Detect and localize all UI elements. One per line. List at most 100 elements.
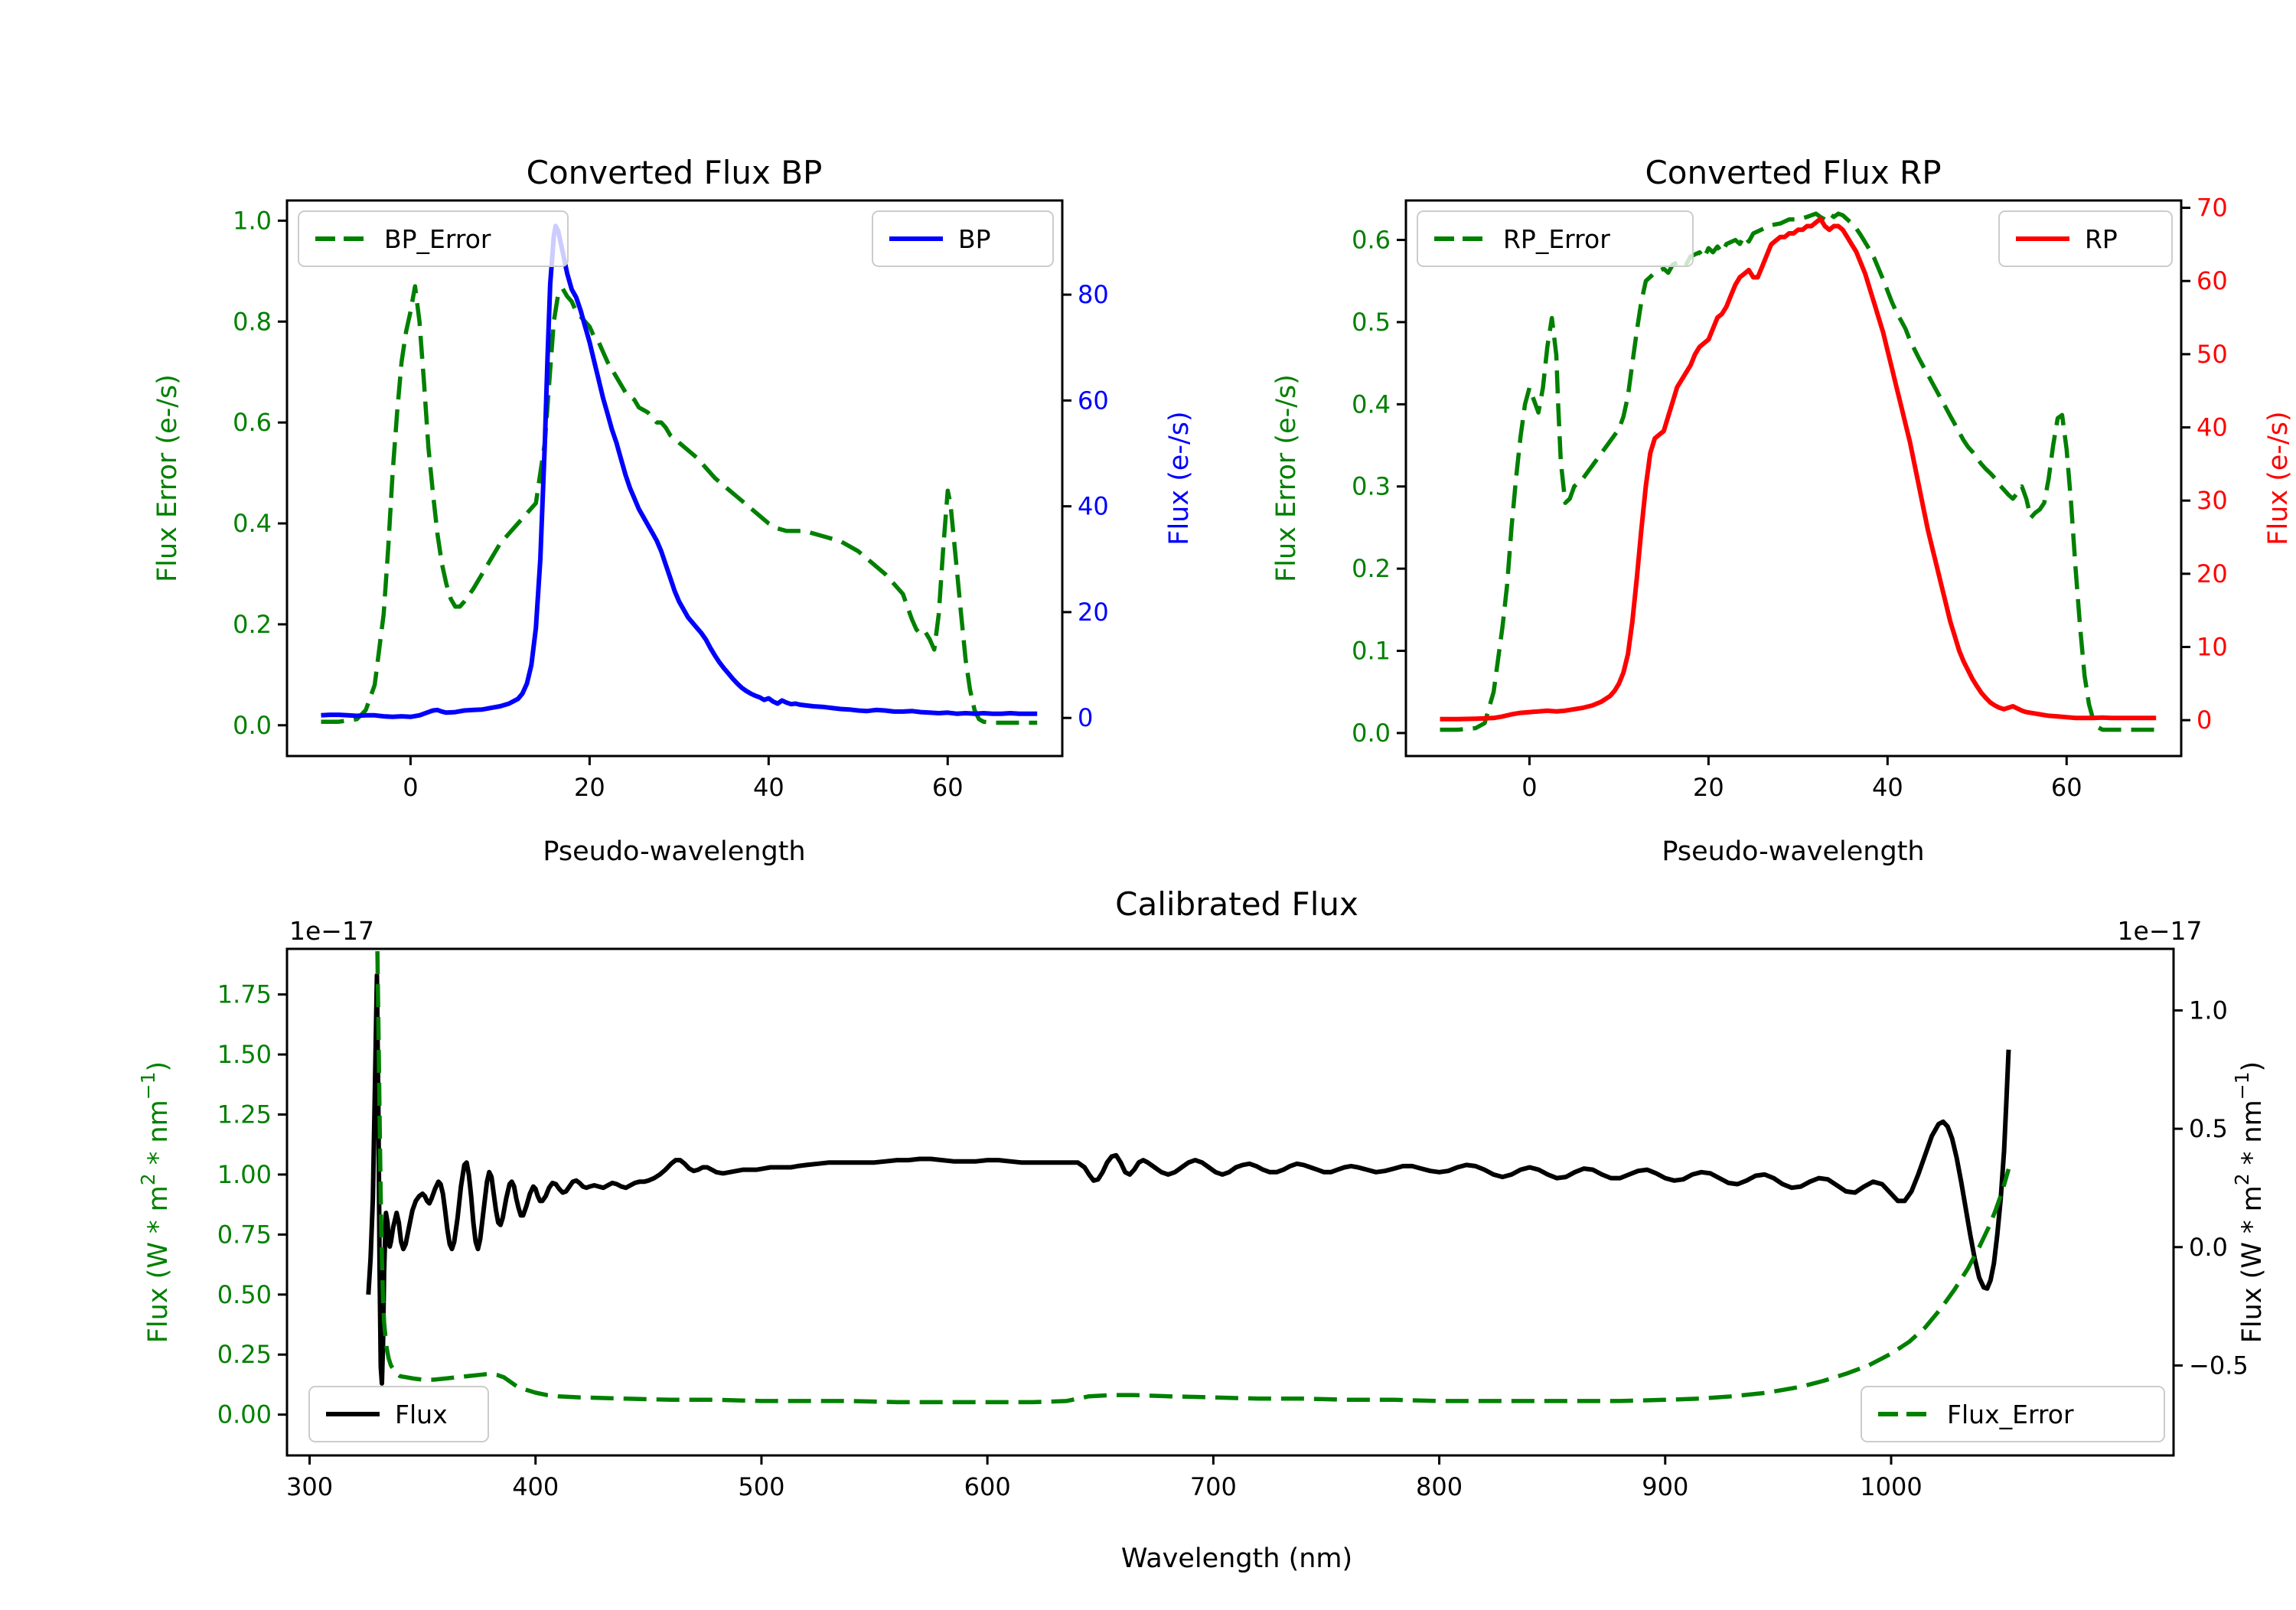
x-tick-label: 60 (932, 773, 964, 802)
y-axis-label-segment: −1 (137, 1071, 159, 1100)
y-tick-label-left: 0.8 (233, 307, 272, 336)
x-axis-label: Pseudo-wavelength (543, 836, 805, 867)
legend-label: Flux_Error (1947, 1400, 2074, 1429)
x-tick-label: 0 (1521, 773, 1537, 802)
legend-Flux_Error: Flux_Error (1861, 1386, 2165, 1442)
y-tick-label-right: 50 (2197, 340, 2228, 369)
y-tick-label-left: 0.00 (217, 1400, 272, 1429)
x-tick-label: 500 (738, 1472, 784, 1501)
y-axis-label-right: Flux (e-/s) (2263, 411, 2294, 545)
series-line-BP_Error (321, 284, 1038, 725)
legend-Flux: Flux (308, 1386, 489, 1442)
legend-box (298, 210, 569, 267)
y-tick-label-right: 70 (2197, 194, 2228, 223)
x-axis-label: Wavelength (nm) (1121, 1543, 1352, 1574)
y-tick-label-right: 1.0 (2189, 996, 2228, 1025)
axes-frame (1404, 199, 2183, 758)
y-tick-label-right: −0.5 (2189, 1351, 2249, 1380)
y-tick-label-right: 0.0 (2189, 1233, 2228, 1262)
y-tick-label-left: 1.50 (217, 1040, 272, 1069)
y-tick-label-right: 20 (1078, 598, 1109, 627)
series-line-Flux (366, 973, 2011, 1386)
legend-RP: RP (1998, 210, 2173, 267)
plot-converted-flux-bp: 0 20 40 60 0.0 0.2 0.4 0.6 0.8 1.0 Flux Error (e-/… (152, 154, 1195, 867)
plot-calibrated-flux: 300 400 500 600 700 800 900 1000 0.00 0.25 0.50 0.7… (137, 885, 2268, 1574)
y-tick-label-left: 0.0 (1352, 719, 1391, 748)
y-axis-label-right: Flux (W * m2 * nm−1) (2231, 1061, 2268, 1343)
y-axis-label-segment: ) (2237, 1061, 2268, 1072)
legend-box (308, 1386, 489, 1442)
y-axis-label-segment: 2 (137, 1173, 159, 1185)
y-tick-label-left: 0.4 (1352, 389, 1391, 419)
y-tick-label-left: 0.2 (233, 610, 272, 639)
x-tick-label: 0 (403, 773, 418, 802)
y-axis-label-segment: Flux (e-/s) (1164, 411, 1195, 545)
legend-label: RP (2085, 224, 2118, 254)
y-tick-label-left: 0.6 (233, 408, 272, 437)
axis-offset-text: 1e−17 (2118, 916, 2203, 946)
y-axis-label-segment: Flux Error (e-/s) (1271, 374, 1302, 582)
y-tick-label-left: 0.50 (217, 1280, 272, 1309)
axes-frame (285, 199, 1064, 758)
x-tick-label: 300 (286, 1472, 333, 1501)
y-tick-label-left: 0.2 (1352, 554, 1391, 583)
series-group (1440, 211, 2157, 732)
legend-RP_Error: RP_Error (1417, 210, 1694, 267)
y-tick-label-left: 0.1 (1352, 637, 1391, 666)
y-tick-label-right: 40 (1078, 492, 1109, 521)
series-line-BP (321, 223, 1038, 719)
x-tick-label: 900 (1642, 1472, 1688, 1501)
y-axis-label-left: Flux (W * m2 * nm−1) (137, 1061, 174, 1343)
y-axis-label-left: Flux Error (e-/s) (152, 374, 183, 582)
legend-BP: BP (872, 210, 1054, 267)
series-group (321, 223, 1038, 725)
plot-title: Converted Flux BP (527, 154, 823, 191)
x-tick-label: 40 (1872, 773, 1903, 802)
y-tick-label-right: 0 (2197, 706, 2212, 735)
y-axis-label-segment: Flux (W * m (2237, 1185, 2268, 1343)
series-line-Flux_Error (375, 951, 2011, 1405)
y-axis-label-left: Flux Error (e-/s) (1271, 374, 1302, 582)
x-tick-label: 800 (1416, 1472, 1463, 1501)
y-tick-label-right: 10 (2197, 632, 2228, 661)
y-tick-label-left: 0.0 (233, 711, 272, 740)
y-tick-label-right: 60 (1078, 386, 1109, 415)
y-tick-label-left: 0.25 (217, 1340, 272, 1369)
x-axis-label: Pseudo-wavelength (1662, 836, 1924, 867)
legend-label: RP_Error (1503, 224, 1610, 254)
axes-frame (285, 947, 2175, 1457)
legend-BP_Error: BP_Error (298, 210, 569, 267)
series-group (366, 951, 2011, 1405)
y-axis-label-segment: 2 (2231, 1173, 2253, 1185)
y-axis-label-segment: Flux (W * m (143, 1185, 174, 1343)
y-tick-label-left: 1.25 (217, 1100, 272, 1129)
y-tick-label-left: 0.75 (217, 1220, 272, 1249)
legend-box (872, 210, 1054, 267)
legend-label: BP_Error (384, 224, 491, 254)
x-tick-label: 40 (753, 773, 784, 802)
y-tick-label-right: 40 (2197, 413, 2228, 442)
y-tick-label-left: 1.0 (233, 206, 272, 235)
y-axis-label-segment: ) (143, 1061, 174, 1072)
x-tick-label: 60 (2051, 773, 2082, 802)
x-tick-label: 20 (1693, 773, 1724, 802)
y-axis-label-segment: * nm (143, 1100, 174, 1173)
y-tick-label-right: 30 (2197, 486, 2228, 515)
x-tick-label: 600 (964, 1472, 1011, 1501)
y-axis-label-segment: * nm (2237, 1100, 2268, 1173)
y-tick-label-right: 0.5 (2189, 1114, 2228, 1143)
y-tick-label-right: 20 (2197, 559, 2228, 588)
y-axis-label-right: Flux (e-/s) (1164, 411, 1195, 545)
legend-label: Flux (395, 1400, 448, 1429)
plot-title: Calibrated Flux (1115, 885, 1358, 923)
x-tick-label: 1000 (1860, 1472, 1922, 1501)
y-tick-label-left: 1.00 (217, 1160, 272, 1189)
y-tick-label-right: 0 (1078, 703, 1093, 732)
y-tick-label-left: 0.3 (1352, 472, 1391, 501)
y-tick-label-left: 0.4 (233, 509, 272, 538)
y-axis-label-segment: −1 (2231, 1071, 2253, 1100)
x-tick-label: 20 (574, 773, 605, 802)
axis-offset-text: 1e−17 (289, 916, 374, 946)
